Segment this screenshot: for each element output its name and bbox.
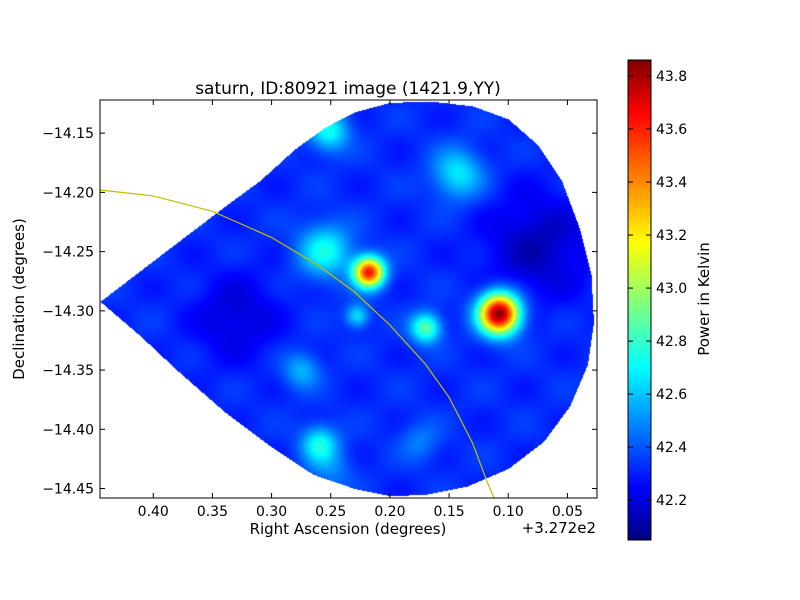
x-axis-ticks: 0.40 0.35 0.30 0.25 0.20 0.15 0.10 0.05 <box>138 100 583 520</box>
y-tick-label: −14.30 <box>42 304 94 320</box>
y-tick-label: −14.40 <box>42 422 94 438</box>
colorbar-tick-label: 43.8 <box>656 69 687 85</box>
colorbar-tick-label: 43.4 <box>656 175 687 191</box>
y-axis-ticks: −14.15 −14.20 −14.25 −14.30 −14.35 −14.40 −14.… <box>42 126 597 498</box>
sky-image <box>100 100 597 498</box>
x-tick-label: 0.15 <box>433 504 464 520</box>
x-axis-label: Right Ascension (degrees) <box>250 520 447 538</box>
sky-map-raster <box>100 100 597 498</box>
x-tick-label: 0.40 <box>138 504 169 520</box>
colorbar-tick-label: 42.2 <box>656 493 687 509</box>
colorbar <box>627 59 652 541</box>
colorbar-tick-label: 42.8 <box>656 334 687 350</box>
overlay-arc <box>100 189 495 498</box>
x-axis-offset-label: +3.272e2 <box>522 519 596 537</box>
colorbar-tick-label: 43.2 <box>656 228 687 244</box>
x-tick-label: 0.35 <box>197 504 228 520</box>
y-tick-label: −14.35 <box>42 363 94 379</box>
colorbar-tick-label: 42.4 <box>656 440 687 456</box>
x-tick-label: 0.30 <box>256 504 287 520</box>
y-tick-label: −14.25 <box>42 245 94 261</box>
y-tick-label: −14.45 <box>42 482 94 498</box>
colorbar-ticks: 42.2 42.4 42.6 42.8 43.0 43.2 43.4 43.6 43.8 <box>628 69 687 509</box>
colorbar-tick-label: 42.6 <box>656 387 687 403</box>
x-tick-label: 0.05 <box>552 504 583 520</box>
colorbar-label: Power in Kelvin <box>695 242 713 356</box>
x-tick-label: 0.10 <box>493 504 524 520</box>
plot-frame <box>99 99 598 499</box>
chart-title: saturn, ID:80921 image (1421.9,YY) <box>195 79 501 99</box>
x-tick-label: 0.25 <box>315 504 346 520</box>
y-tick-label: −14.20 <box>42 185 94 201</box>
y-tick-label: −14.15 <box>42 126 94 142</box>
colorbar-tick-label: 43.6 <box>656 122 687 138</box>
overlay-layer <box>100 189 495 498</box>
colorbar-tick-label: 43.0 <box>656 281 687 297</box>
x-tick-label: 0.20 <box>374 504 405 520</box>
y-axis-label: Declination (degrees) <box>10 218 28 380</box>
